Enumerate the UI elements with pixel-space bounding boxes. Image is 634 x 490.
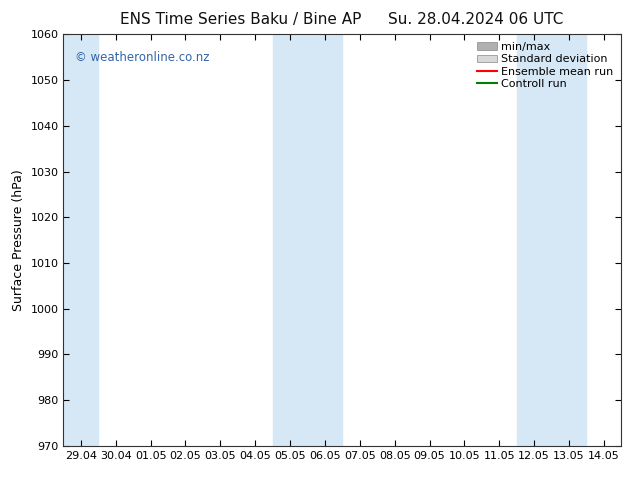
Legend: min/max, Standard deviation, Ensemble mean run, Controll run: min/max, Standard deviation, Ensemble me… [475, 40, 616, 91]
Text: ENS Time Series Baku / Bine AP: ENS Time Series Baku / Bine AP [120, 12, 361, 27]
Bar [273, 34, 342, 446]
Y-axis label: Surface Pressure (hPa): Surface Pressure (hPa) [12, 169, 25, 311]
Bar [517, 34, 586, 446]
Bar [63, 34, 98, 446]
Text: © weatheronline.co.nz: © weatheronline.co.nz [75, 51, 209, 64]
Text: Su. 28.04.2024 06 UTC: Su. 28.04.2024 06 UTC [388, 12, 563, 27]
